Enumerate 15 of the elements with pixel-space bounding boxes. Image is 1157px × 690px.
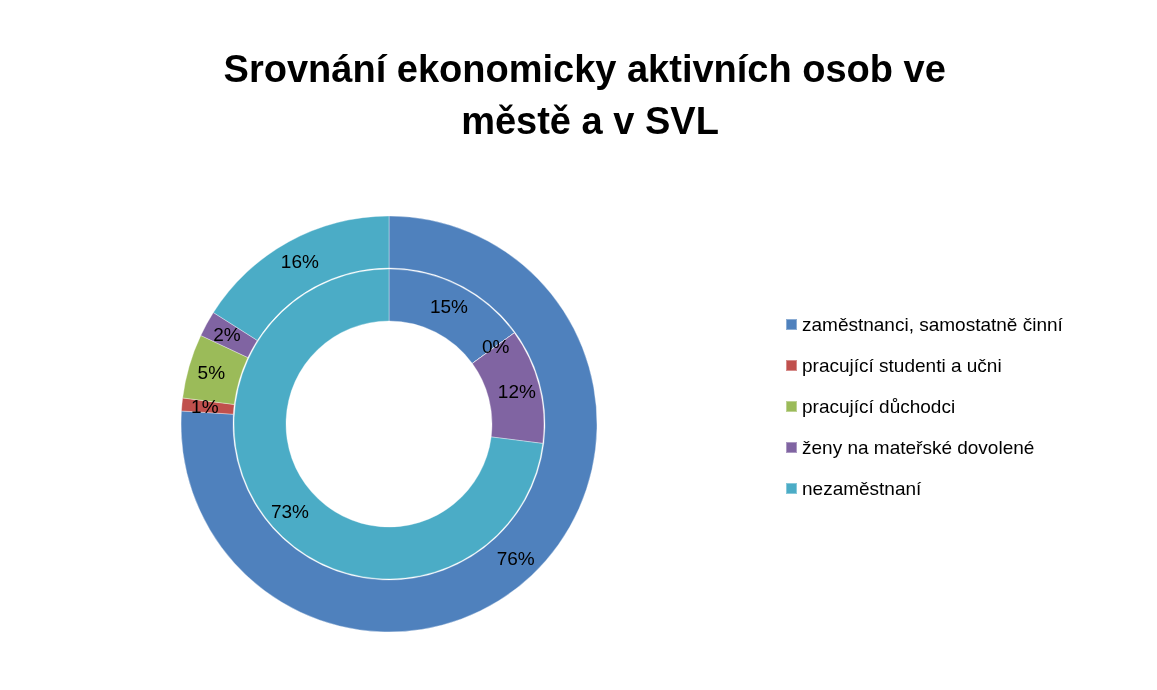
data-label: 1% [191,396,219,418]
data-label: 15% [429,295,469,317]
data-label: 12% [497,380,536,402]
chart-title: Srovnání ekonomicky aktivních osob ve městě a v SVL [223,48,957,142]
data-label: 2% [213,324,241,346]
legend-label: nezaměstnaní [802,478,923,499]
text: 0% [482,335,510,357]
data-label: 76% [496,548,535,570]
legend-label: zaměstnanci, samostatně činní [802,314,1064,335]
data-label: 5% [197,361,226,383]
legend-label: pracující studenti a učni [802,355,1002,376]
data-label: 73% [270,500,310,522]
data-label: 16% [280,251,319,273]
legend-label: ženy na mateřské dovolené [802,437,1035,458]
legend-label: pracující důchodci [802,396,956,417]
